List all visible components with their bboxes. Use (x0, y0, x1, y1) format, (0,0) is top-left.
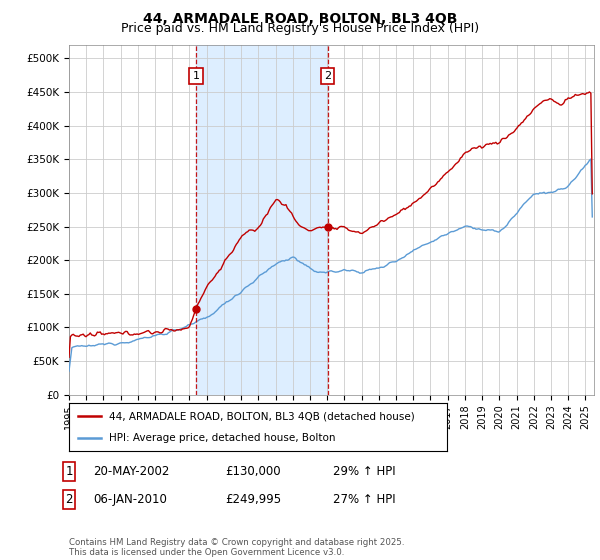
Text: HPI: Average price, detached house, Bolton: HPI: Average price, detached house, Bolt… (109, 433, 335, 443)
Text: 27% ↑ HPI: 27% ↑ HPI (333, 493, 395, 506)
Text: 44, ARMADALE ROAD, BOLTON, BL3 4QB: 44, ARMADALE ROAD, BOLTON, BL3 4QB (143, 12, 457, 26)
Bar (196, 45, 328, 395)
Text: 2: 2 (324, 71, 331, 81)
Text: Price paid vs. HM Land Registry's House Price Index (HPI): Price paid vs. HM Land Registry's House … (121, 22, 479, 35)
Text: 29% ↑ HPI: 29% ↑ HPI (333, 465, 395, 478)
Text: Contains HM Land Registry data © Crown copyright and database right 2025.
This d: Contains HM Land Registry data © Crown c… (69, 538, 404, 557)
Text: £249,995: £249,995 (225, 493, 281, 506)
Text: 1: 1 (65, 465, 73, 478)
Text: 44, ARMADALE ROAD, BOLTON, BL3 4QB (detached house): 44, ARMADALE ROAD, BOLTON, BL3 4QB (deta… (109, 411, 415, 421)
Text: 1: 1 (193, 71, 200, 81)
Text: 20-MAY-2002: 20-MAY-2002 (93, 465, 169, 478)
Text: £130,000: £130,000 (225, 465, 281, 478)
Text: 06-JAN-2010: 06-JAN-2010 (93, 493, 167, 506)
Text: 2: 2 (65, 493, 73, 506)
